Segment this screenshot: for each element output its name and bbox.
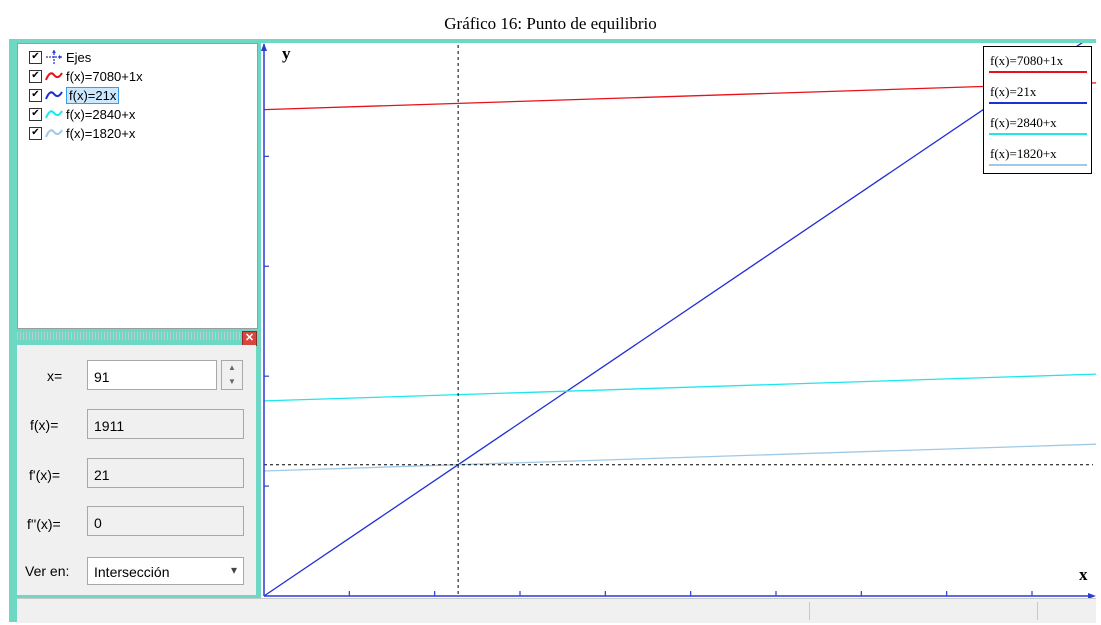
x-axis-label: x [1079,565,1088,584]
x-input[interactable]: 91 [87,360,217,390]
fppx-value-field: 0 [87,506,244,536]
checkbox-icon[interactable]: ✔ [29,50,42,64]
legend-line [989,133,1087,135]
function-item-label: f(x)=2840+x [66,106,136,122]
view-select-value: Intersección [94,564,170,580]
legend-item-label: f(x)=7080+1x [990,53,1064,68]
x-spinner[interactable]: ▲ ▼ [221,360,243,390]
status-bar [17,598,1096,623]
axes-icon [46,50,62,64]
y-axis-arrow [261,43,267,51]
x-axis-arrow [1088,593,1096,598]
graph-background [261,43,1096,598]
function-item-axes[interactable]: ✔ Ejes [29,48,91,66]
x-label: x= [47,368,63,384]
legend-line [989,102,1087,104]
view-select[interactable]: Intersección ▾ [87,557,244,585]
function-item-label: f(x)=21x [66,86,120,104]
series-line-2 [263,373,1096,402]
fpx-label: f'(x)= [29,467,61,483]
legend-item-label: f(x)=1820+x [990,146,1057,161]
curve-icon [45,91,63,100]
view-label: Ver en: [25,563,70,579]
checkbox-icon[interactable]: ✔ [29,69,42,83]
status-divider [809,602,810,620]
function-item-4[interactable]: ✔ f(x)=1820+x [29,124,135,142]
checkbox-icon[interactable]: ✔ [29,107,42,121]
curve-icon [45,72,63,81]
checkbox-icon[interactable]: ✔ [29,126,42,140]
fx-label: f(x)= [30,417,59,433]
legend-item-label: f(x)=2840+x [990,115,1057,130]
series-line-3 [263,443,1096,472]
fx-value-field: 1911 [87,409,244,439]
legend-item-label: f(x)=21x [990,84,1037,99]
function-item-2[interactable]: ✔ f(x)=21x [29,86,120,104]
graph-canvas[interactable] [261,43,1096,598]
function-item-label: Ejes [66,49,92,65]
function-list-panel: ✔ Ejes ✔ f(x)=7080+1x ✔ f(x)=21x ✔ f(x)=… [17,43,258,329]
spin-down-icon[interactable]: ▼ [228,377,236,386]
graph-legend: f(x)=7080+1x f(x)=21x f(x)=2840+x f(x)=1… [983,46,1092,174]
fppx-label: f''(x)= [27,516,61,532]
figure-caption: Gráfico 16: Punto de equilibrio [444,14,657,33]
y-axis-label: y [282,44,291,63]
curve-icon [45,129,63,138]
function-item-3[interactable]: ✔ f(x)=2840+x [29,105,135,123]
series-line-1 [263,43,1083,597]
function-item-label: f(x)=7080+1x [66,68,143,84]
splitter-handle[interactable] [17,332,240,340]
legend-line [989,71,1087,73]
fpx-value-field: 21 [87,458,244,488]
legend-line [989,164,1087,166]
series-line-0 [263,82,1096,111]
checkbox-icon[interactable]: ✔ [29,88,42,102]
function-item-1[interactable]: ✔ f(x)=7080+1x [29,67,143,85]
spin-up-icon[interactable]: ▲ [228,363,236,372]
chevron-down-icon: ▾ [230,563,237,577]
curve-icon [45,110,63,119]
status-divider [1037,602,1038,620]
function-item-label: f(x)=1820+x [66,125,136,141]
close-icon[interactable]: ✕ [242,331,257,346]
